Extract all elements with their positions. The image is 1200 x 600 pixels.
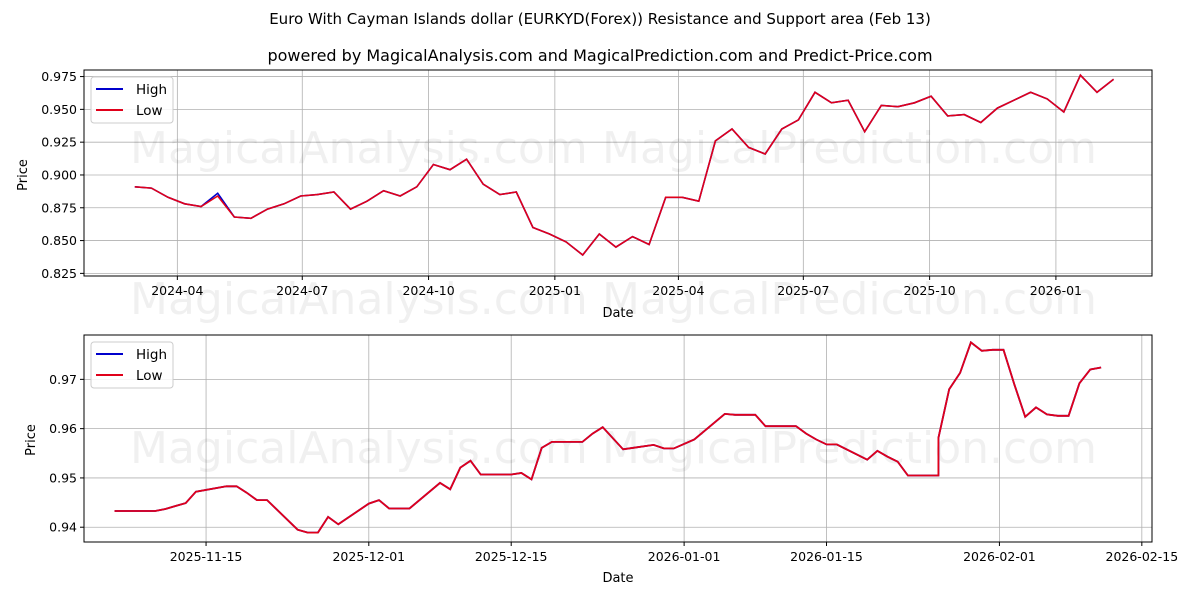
watermark-mid-left: MagicalAnalysis.com	[130, 274, 588, 325]
x-tick-label: 2026-01-01	[648, 549, 721, 564]
chart-subtitle: powered by MagicalAnalysis.com and Magic…	[267, 46, 933, 65]
y-tick-label: 0.96	[49, 421, 77, 436]
top-plot-frame	[83, 69, 1153, 277]
top-xlabel: Date	[602, 306, 633, 321]
bottom-legend: High Low	[90, 341, 174, 389]
bottom-low-line	[114, 340, 1102, 534]
legend-high-label: High	[136, 347, 167, 363]
x-tick-label: 2024-10	[402, 283, 454, 298]
bottom-axis-ticks: 2025-11-15 2025-12-01 2025-12-15 2026-01-01…	[49, 372, 1178, 564]
legend-low-label: Low	[136, 103, 163, 119]
x-tick-label: 2026-02-15	[1106, 549, 1179, 564]
y-tick-label: 0.95	[49, 470, 77, 485]
x-tick-label: 2025-04	[652, 283, 704, 298]
x-tick-label: 2026-01-15	[790, 549, 863, 564]
top-axis-ticks: 2024-04 2024-07 2024-10 2025-01 2025-04 2025-…	[41, 69, 1082, 298]
x-tick-label: 2025-12-15	[475, 549, 548, 564]
y-tick-label: 0.875	[41, 200, 77, 215]
chart-title: Euro With Cayman Islands dollar (EURKYD(…	[269, 10, 931, 28]
x-tick-label: 2024-07	[276, 283, 328, 298]
watermark-top-left: MagicalAnalysis.com	[130, 123, 588, 174]
x-tick-label: 2025-07	[777, 283, 829, 298]
y-tick-label: 0.825	[41, 266, 77, 281]
top-low-line	[134, 73, 1115, 257]
x-tick-label: 2024-04	[151, 283, 203, 298]
top-legend: High Low	[90, 76, 174, 124]
top-grid	[84, 70, 1152, 276]
watermark-bottom-left: MagicalAnalysis.com	[130, 423, 588, 474]
y-tick-label: 0.900	[41, 167, 77, 182]
legend-high-label: High	[136, 82, 167, 98]
top-chart: MagicalAnalysis.com MagicalPrediction.co…	[16, 69, 1153, 325]
bottom-grid	[84, 335, 1152, 542]
bottom-plot-frame	[83, 334, 1153, 543]
x-tick-label: 2025-11-15	[170, 549, 243, 564]
watermark-mid-right: MagicalPrediction.com	[602, 274, 1097, 325]
top-ylabel: Price	[16, 159, 31, 191]
bottom-xlabel: Date	[602, 571, 633, 586]
watermark-bottom-right: MagicalPrediction.com	[602, 423, 1097, 474]
x-tick-label: 2026-02-01	[963, 549, 1036, 564]
watermark-top-right: MagicalPrediction.com	[602, 123, 1097, 174]
x-tick-label: 2025-01	[529, 283, 581, 298]
y-tick-label: 0.925	[41, 135, 77, 150]
y-tick-label: 0.94	[49, 520, 77, 535]
legend-low-label: Low	[136, 368, 163, 384]
y-tick-label: 0.97	[49, 372, 77, 387]
y-tick-label: 0.850	[41, 233, 77, 248]
y-tick-label: 0.950	[41, 102, 77, 117]
x-tick-label: 2026-01	[1030, 283, 1082, 298]
x-tick-label: 2025-12-01	[332, 549, 405, 564]
x-tick-label: 2025-10	[903, 283, 955, 298]
bottom-chart: MagicalAnalysis.com MagicalPrediction.co…	[24, 334, 1178, 586]
y-tick-label: 0.975	[41, 69, 77, 84]
bottom-ylabel: Price	[24, 424, 39, 456]
